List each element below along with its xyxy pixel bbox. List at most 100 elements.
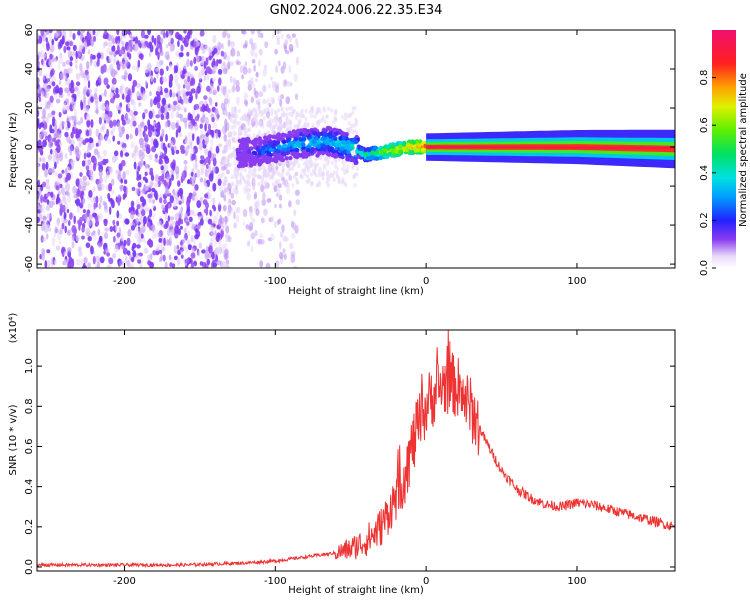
spectrogram-ridge-mark — [276, 144, 281, 149]
spectrogram-noise-mark — [55, 98, 61, 104]
spectrogram-noise-mark — [108, 167, 113, 175]
spectrogram-noise-mark — [179, 144, 185, 152]
spectrogram-ridge-mark — [405, 142, 411, 148]
spectrogram-noise-mark — [240, 30, 246, 35]
spectrogram-noise-mark — [222, 88, 227, 93]
spectrogram-noise-mark — [200, 134, 206, 139]
spectrogram-noise-mark — [127, 73, 133, 82]
spectrogram-noise-mark — [86, 119, 91, 128]
spectrogram-noise-mark — [62, 61, 66, 67]
spectrogram-noise-mark — [134, 36, 139, 45]
spectrogram-y-tick-label: 60 — [24, 24, 35, 37]
spectrogram-halo-mark — [268, 122, 272, 128]
spectrogram-noise-mark — [91, 156, 97, 162]
spectrogram-noise-mark — [67, 121, 71, 129]
spectrogram-noise-mark — [217, 68, 223, 75]
spectrogram-noise-mark — [121, 147, 127, 152]
spectrogram-noise-mark — [236, 50, 240, 57]
spectrogram-noise-mark — [293, 73, 298, 82]
spectrogram-noise-mark — [290, 254, 296, 263]
spectrogram-noise-mark — [51, 38, 55, 46]
spectrogram-band-core — [426, 146, 675, 150]
spectrogram-noise-mark — [221, 149, 226, 154]
spectrogram-noise-mark — [149, 180, 154, 187]
spectrogram-noise-mark — [41, 58, 44, 65]
spectrogram-noise-mark — [108, 54, 113, 63]
spectrogram-ridge-mark — [302, 153, 307, 158]
snr-y-tick-label: 0.0 — [24, 559, 35, 575]
spectrogram-noise-mark — [286, 186, 290, 195]
spectrogram-halo-mark — [237, 135, 241, 140]
spectrogram-noise-mark — [165, 44, 169, 49]
spectrogram-noise-mark — [120, 150, 124, 158]
spectrogram-halo-mark — [343, 170, 347, 176]
spectrogram-noise-mark — [120, 245, 124, 251]
spectrogram-halo-mark — [287, 172, 291, 178]
spectrogram-y-tick-label: -60 — [24, 256, 35, 272]
spectrogram-halo-mark — [355, 172, 359, 177]
spectrogram-noise-mark — [294, 189, 300, 196]
spectrogram-ridge-mark — [292, 153, 298, 159]
spectrogram-noise-mark — [75, 131, 81, 139]
spectrogram-noise-mark — [194, 195, 198, 202]
spectrogram-noise-mark — [191, 176, 195, 183]
spectrogram-noise-mark — [224, 118, 228, 128]
spectrogram-halo-mark — [252, 178, 256, 184]
spectrogram-halo-mark — [305, 164, 309, 170]
spectrogram-noise-mark — [135, 217, 140, 225]
spectrogram-noise-mark — [200, 129, 204, 136]
spectrogram-noise-mark — [200, 167, 205, 174]
spectrogram-ridge-mark — [236, 147, 241, 153]
spectrogram-noise-mark — [144, 183, 149, 191]
spectrogram-ridge-mark — [282, 147, 287, 152]
spectrogram-noise-mark — [214, 230, 217, 236]
spectrogram-noise-mark — [116, 30, 120, 36]
spectrogram-ridge-mark — [398, 141, 403, 146]
spectrogram-noise-mark — [76, 89, 81, 97]
spectrogram-noise-mark — [206, 74, 210, 81]
spectrogram-noise-mark — [140, 158, 144, 167]
spectrogram-halo-mark — [348, 113, 351, 119]
spectrogram-noise-mark — [135, 227, 139, 232]
spectrogram-noise-mark — [71, 139, 75, 146]
spectrogram-noise-mark — [291, 33, 296, 38]
spectrogram-noise-mark — [150, 171, 154, 180]
spectrogram-halo-mark — [253, 117, 257, 122]
spectrogram-noise-mark — [138, 129, 143, 138]
spectrogram-noise-mark — [82, 73, 87, 79]
spectrogram-noise-mark — [54, 140, 59, 147]
spectrogram-halo-mark — [294, 115, 298, 120]
spectrogram-noise-mark — [266, 198, 271, 203]
spectrogram-noise-mark — [184, 120, 188, 129]
spectrogram-noise-mark — [207, 107, 211, 113]
spectrogram-panel: -200 -100 0 100 60 40 20 0 -20 -40 -60 Height of … — [8, 24, 676, 297]
spectrogram-noise-mark — [162, 76, 168, 83]
spectrogram-noise-mark — [277, 219, 280, 226]
spectrogram-noise-mark — [69, 30, 73, 38]
spectrogram-noise-mark — [90, 31, 94, 37]
spectrogram-noise-mark — [281, 224, 285, 233]
spectrogram-noise-mark — [45, 185, 51, 190]
spectrogram-noise-mark — [232, 187, 236, 195]
spectrogram-noise-mark — [98, 242, 101, 249]
spectrogram-noise-mark — [184, 246, 188, 253]
spectrogram-halo-mark — [270, 111, 274, 117]
spectrogram-noise-mark — [141, 188, 146, 194]
spectrogram-noise-mark — [44, 224, 48, 234]
spectrogram-noise-mark — [115, 36, 118, 44]
spectrogram-noise-mark — [181, 171, 185, 180]
spectrogram-ridge-mark — [261, 145, 266, 150]
spectrogram-ridge-mark — [321, 143, 327, 148]
spectrogram-noise-mark — [217, 59, 222, 64]
spectrogram-noise-mark — [88, 128, 92, 137]
spectrogram-ridge-mark — [262, 158, 267, 163]
spectrogram-noise-mark — [194, 123, 199, 131]
spectrogram-noise-mark — [189, 60, 193, 67]
spectrogram-ridge-mark — [236, 152, 241, 158]
spectrogram-ridge-mark — [304, 131, 309, 136]
spectrogram-halo-mark — [261, 175, 265, 180]
spectrogram-noise-mark — [98, 116, 102, 125]
spectrogram-noise-mark — [175, 129, 179, 138]
spectrogram-noise-mark — [167, 227, 171, 237]
